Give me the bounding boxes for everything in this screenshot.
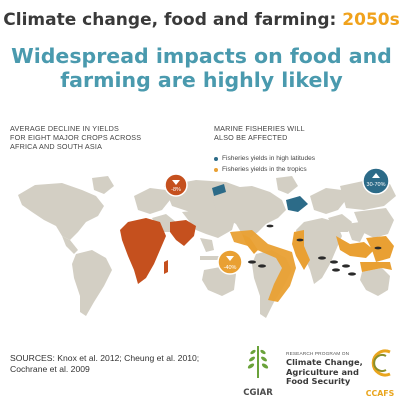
right-map-africa <box>296 218 342 284</box>
right-map-europe <box>310 188 346 214</box>
wheat-grain <box>261 356 267 362</box>
wheat-grain <box>260 349 266 355</box>
sources-line-1: SOURCES: Knox et al. 2012; Cheung et al.… <box>10 353 200 363</box>
title-main: Climate change, food and farming: <box>3 10 337 30</box>
left-map-central-america <box>62 236 78 254</box>
right-map-australia <box>360 268 390 296</box>
left-map-north-america <box>18 183 104 240</box>
wheat-grain <box>250 349 256 355</box>
decrease-arrow-icon <box>226 256 234 261</box>
program-name: RESEARCH PROGRAM ON Climate Change, Agri… <box>286 352 366 387</box>
tropics-zone-indian-ocean <box>336 236 374 258</box>
cgiar-logo <box>247 346 269 378</box>
fisheries-label-line-2: ALSO BE AFFECTED <box>214 133 288 142</box>
tropics-zone-australia-north <box>360 262 392 272</box>
sources-line-2: Cochrane et al. 2009 <box>10 364 90 374</box>
legend-label-high-latitudes: Fisheries yields in high latitudes <box>222 155 316 162</box>
decline-value: -8% <box>171 187 181 193</box>
right-map-greenland <box>276 176 298 194</box>
fish-icon <box>296 238 304 242</box>
high-latitude-zone-north-pacific <box>212 184 226 196</box>
fish-icon <box>330 260 338 264</box>
legend-item-tropics: Fisheries yields in the tropics <box>214 164 315 175</box>
legend-dot-high-latitudes <box>214 156 218 161</box>
left-map-east-asia <box>182 208 236 238</box>
cgiar-text: CGIAR <box>243 388 273 398</box>
tropics-zone-atlantic-americas <box>230 230 296 302</box>
fisheries-map: 30-70% -40% <box>212 167 396 318</box>
tropics-value: -40% <box>224 265 237 271</box>
fish-icon <box>258 264 266 268</box>
sources: SOURCES: Knox et al. 2012; Cheung et al.… <box>10 353 240 375</box>
cgiar-wordmark: CGIAR <box>238 382 278 400</box>
left-map-indonesia <box>200 256 222 260</box>
program-line-2: Agriculture and <box>286 366 359 377</box>
crop-yield-label-line-2: FOR EIGHT MAJOR CROPS ACROSS <box>10 133 142 142</box>
program-line-1: Climate Change, <box>286 357 363 367</box>
crop-yield-map: -8% <box>18 173 250 316</box>
fish-icon <box>348 272 356 276</box>
program-line-3: Food Security <box>286 376 351 386</box>
ccafs-wordmark: CCAFS <box>360 383 400 401</box>
high-latitude-zone-north-atlantic <box>286 196 308 212</box>
high-latitude-badge <box>362 167 390 195</box>
ccafs-swirl-inner-icon <box>373 354 387 372</box>
decline-arrow-icon <box>172 180 180 185</box>
left-map-southeast-asia <box>200 238 214 252</box>
program-small-label: RESEARCH PROGRAM ON <box>286 352 350 357</box>
fish-icons <box>248 224 382 276</box>
left-map-africa-decline <box>120 218 166 284</box>
wheat-grain <box>247 363 255 369</box>
left-map-south-asia-decline <box>170 220 196 246</box>
fish-icon <box>374 246 382 250</box>
title-accent: 2050s <box>342 10 400 30</box>
right-map-north-america <box>212 186 286 238</box>
ccafs-text: CCAFS <box>365 389 395 398</box>
wheat-grain <box>249 356 255 362</box>
right-map-south-asia <box>346 222 366 242</box>
fisheries-label-line-1: MARINE FISHERIES WILL <box>214 124 305 133</box>
fish-icon <box>342 264 350 268</box>
left-map-south-america <box>72 250 112 316</box>
fisheries-label: MARINE FISHERIES WILL ALSO BE AFFECTED <box>214 124 334 142</box>
legend-label-tropics: Fisheries yields in the tropics <box>222 166 307 173</box>
title: Climate change, food and farming: 2050s <box>0 10 403 30</box>
ccafs-logo <box>371 349 391 377</box>
crop-yield-label-line-3: AFRICA AND SOUTH ASIA <box>10 142 103 151</box>
legend-item-high-latitudes: Fisheries yields in high latitudes <box>214 153 315 164</box>
wheat-grain <box>261 363 269 369</box>
increase-arrow-icon <box>372 173 380 178</box>
headline-line-1: Widespread impacts on food and <box>11 44 392 68</box>
left-map-greenland <box>92 176 114 194</box>
left-map-madagascar <box>164 260 168 274</box>
fish-icon <box>266 224 274 228</box>
fisheries-legend: Fisheries yields in high latitudes Fishe… <box>214 153 315 175</box>
crop-yield-label-line-1: AVERAGE DECLINE IN YIELDS <box>10 124 119 133</box>
fish-icon <box>332 268 340 272</box>
fish-icon <box>318 256 326 260</box>
legend-dot-tropics <box>214 167 218 172</box>
fish-icon <box>248 260 256 264</box>
headline: Widespread impacts on food and farming a… <box>0 44 403 92</box>
crop-yield-label: AVERAGE DECLINE IN YIELDS FOR EIGHT MAJO… <box>10 124 160 151</box>
headline-line-2: farming are highly likely <box>60 68 343 92</box>
tropics-badge <box>217 249 243 275</box>
high-latitude-value: 30-70% <box>367 182 386 188</box>
left-map-europe <box>134 188 170 214</box>
